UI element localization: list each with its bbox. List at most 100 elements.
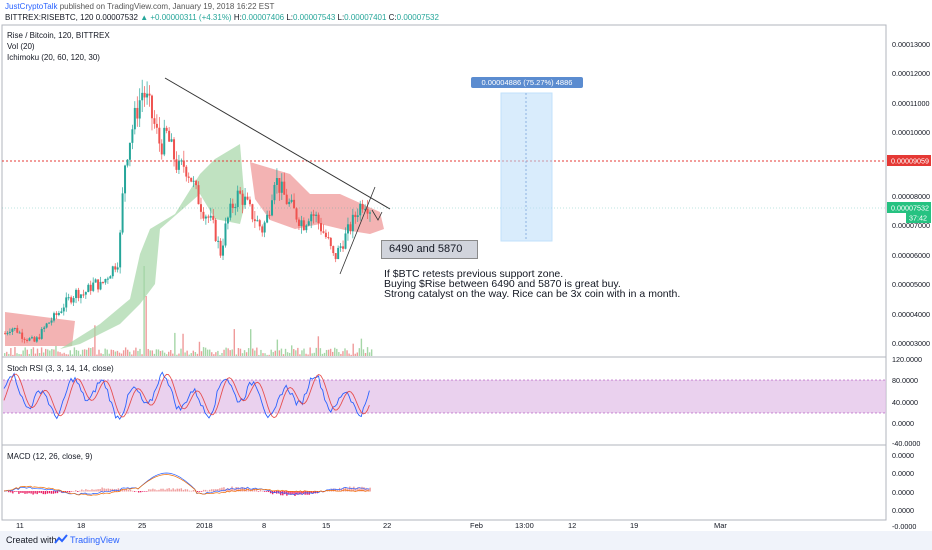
volume-bar — [311, 353, 313, 356]
macd-hist-bar — [32, 491, 34, 495]
volume-bar — [49, 350, 51, 356]
volume-bar — [262, 353, 264, 356]
macd-hist-bar — [211, 489, 213, 492]
analysis-note[interactable]: If $BTC retests previous support zone. B… — [384, 269, 680, 300]
macd-hist-bar — [332, 488, 335, 492]
chart-canvas[interactable]: 0.00013000 0.00012000 0.00011000 0.00010… — [0, 24, 932, 531]
macd-hist-bar — [217, 489, 219, 492]
low-value: 0.00007543 — [293, 13, 336, 22]
macd-hist-bar — [182, 489, 185, 492]
macd-hist-bar — [231, 486, 233, 492]
candle-body — [136, 107, 139, 119]
volume-bar — [139, 348, 141, 356]
volume-bar — [323, 352, 326, 356]
candle-body — [79, 294, 82, 299]
candle-body — [57, 312, 60, 315]
resistance-price-tag — [887, 155, 931, 166]
volume-bar — [86, 349, 88, 356]
ichimoku-indicator-label[interactable]: Ichimoku (20, 60, 120, 30) — [7, 53, 100, 62]
volume-bar — [239, 348, 242, 356]
macd-hist-bar — [93, 489, 95, 492]
volume-bar — [196, 353, 199, 356]
measure-label[interactable]: 0.00004886 (75.27%) 4886 — [471, 77, 583, 88]
volume-bar — [129, 351, 131, 356]
volume-bar — [168, 351, 170, 356]
macd-label[interactable]: MACD (12, 26, close, 9) — [7, 452, 93, 461]
volume-bar — [301, 350, 303, 356]
volume-bar — [79, 354, 82, 356]
macd-hist-bar — [243, 487, 245, 492]
volume-bar — [178, 353, 180, 356]
volume-bar — [266, 354, 268, 356]
volume-bar — [26, 349, 28, 356]
last-price-text: 0.00007532 — [891, 204, 929, 213]
price-tick: 0.00003000 — [892, 339, 930, 348]
downtrend-line[interactable] — [164, 77, 391, 210]
time-tick: 25 — [138, 521, 146, 530]
support-trendline[interactable] — [339, 186, 376, 275]
volume-bar — [42, 352, 45, 356]
symbol-title[interactable]: Rise / Bitcoin, 120, BITTREX — [7, 31, 110, 40]
volume-bar — [368, 352, 371, 356]
footer-bar: Created with TradingView — [0, 531, 932, 550]
candle-body — [175, 159, 178, 170]
volume-bar — [135, 347, 137, 356]
volume-indicator-label[interactable]: Vol (20) — [7, 42, 35, 51]
candle-body — [324, 232, 327, 238]
macd-hist-bar — [229, 488, 231, 492]
macd-hist-bar — [135, 490, 138, 492]
price-range-callout[interactable]: 6490 and 5870 — [381, 240, 478, 259]
candle-body — [322, 231, 325, 233]
macd-hist-bar — [202, 489, 205, 492]
volume-bar — [325, 349, 328, 356]
macd-hist-bar — [127, 490, 130, 492]
macd-hist-bar — [261, 490, 264, 492]
stoch-rsi-label[interactable]: Stoch RSI (3, 3, 14, 14, close) — [7, 364, 114, 373]
candle-body — [170, 139, 173, 142]
macd-tick: 0.0000 — [892, 469, 914, 478]
candle-body — [219, 240, 222, 256]
macd-hist-bar — [269, 491, 272, 494]
macd-hist-bar — [207, 490, 209, 492]
macd-hist-bar — [46, 491, 49, 494]
c-value: 0.00007532 — [396, 13, 439, 22]
volume-bar — [200, 351, 203, 356]
macd-hist-bar — [70, 491, 73, 492]
volume-bar — [143, 266, 145, 356]
candle-body — [168, 130, 171, 142]
volume-bar — [36, 348, 39, 356]
candle-body — [160, 143, 163, 155]
macd-hist-bar — [204, 489, 207, 492]
volume-bar — [233, 329, 235, 356]
macd-hist-bar — [221, 487, 223, 492]
candle-body — [248, 199, 251, 205]
candle-body — [356, 215, 359, 218]
macd-hist-bar — [44, 491, 46, 495]
candle-body — [209, 215, 212, 218]
macd-line — [3, 472, 370, 496]
candle-body — [369, 212, 371, 214]
volume-bar — [332, 351, 334, 356]
macd-hist-bar — [302, 491, 304, 495]
author-link[interactable]: JustCryptoTalk — [5, 2, 58, 11]
tradingview-brand-link[interactable]: TradingView — [70, 535, 120, 545]
macd-hist-bar — [292, 491, 294, 495]
candle-body — [280, 181, 283, 193]
time-tick: 13:00 — [515, 521, 534, 530]
volume-bar — [245, 352, 248, 356]
macd-hist-bar — [137, 491, 140, 493]
volume-bar — [137, 350, 139, 356]
candle-body — [8, 331, 11, 333]
macd-hist-bar — [30, 491, 32, 494]
price-tick: 0.00006000 — [892, 251, 930, 260]
candle-body — [307, 221, 310, 226]
macd-hist-bar — [235, 486, 237, 492]
candle-body — [295, 208, 298, 220]
macd-hist-bar — [73, 490, 75, 492]
volume-bar — [241, 353, 244, 356]
volume-bar — [211, 352, 213, 356]
candle-body — [283, 181, 286, 195]
arrow-annotation — [371, 209, 383, 221]
volume-bar — [75, 349, 78, 356]
measure-rect[interactable] — [500, 92, 553, 242]
